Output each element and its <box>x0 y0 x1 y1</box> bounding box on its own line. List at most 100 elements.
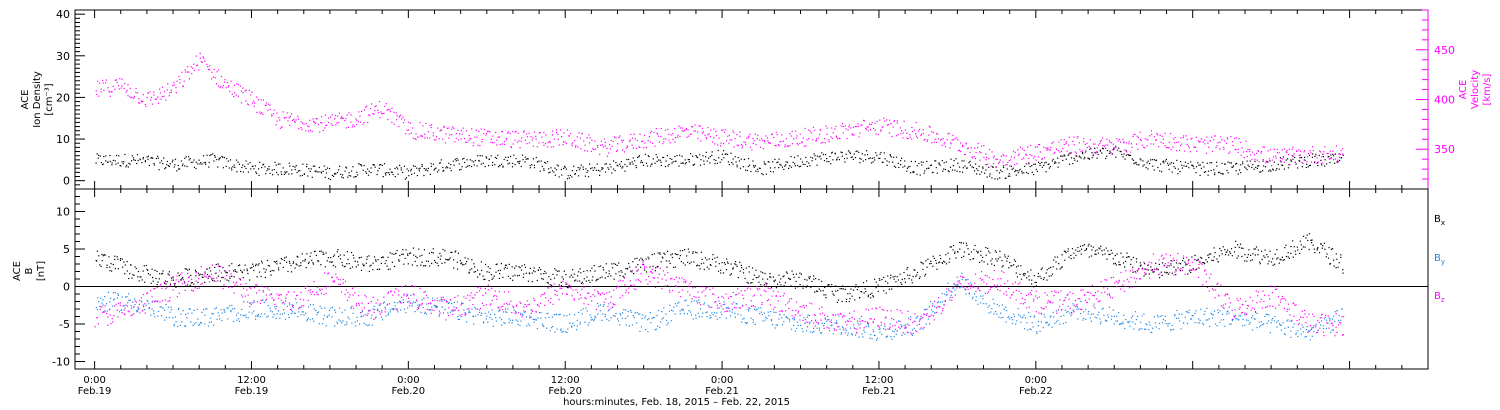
by-series-point <box>1071 313 1073 315</box>
velocity-series-point <box>355 118 357 120</box>
velocity-series-point <box>105 82 107 84</box>
by-series-point <box>954 289 956 291</box>
bx-series-point <box>496 263 498 265</box>
velocity-series-point <box>1106 138 1108 140</box>
density-series-point <box>1334 162 1336 164</box>
velocity-series-point <box>102 82 104 84</box>
density-series-point <box>605 163 607 165</box>
density-series-point <box>866 154 869 156</box>
density-series-point <box>477 155 479 157</box>
bx-series-point <box>903 271 905 274</box>
velocity-series-point <box>262 99 265 101</box>
by-series-point <box>1330 331 1332 333</box>
by-series-point <box>1283 333 1285 335</box>
density-series-point <box>178 168 180 170</box>
bx-series-point <box>101 253 103 256</box>
bx-series-point <box>103 254 105 256</box>
velocity-series-point <box>1023 157 1025 159</box>
by-series-point <box>1132 315 1134 317</box>
density-series-point <box>1256 167 1258 169</box>
velocity-series-point <box>859 132 861 134</box>
density-series-point <box>705 156 707 158</box>
by-series-point <box>453 306 455 308</box>
velocity-series-point <box>824 142 826 144</box>
by-series-point <box>783 321 785 323</box>
velocity-series-point <box>1258 161 1260 163</box>
by-series-point <box>421 299 423 301</box>
density-series-point <box>737 156 739 159</box>
bx-series-point <box>308 261 310 263</box>
density-series-point <box>1179 171 1181 173</box>
b-tick-label: 5 <box>63 243 70 256</box>
by-series-point <box>673 306 675 308</box>
by-series-point <box>508 318 510 320</box>
by-series-point <box>1009 318 1011 320</box>
by-series-point <box>1260 321 1263 323</box>
density-series-point <box>1064 155 1066 157</box>
density-series-point <box>1297 167 1299 169</box>
bx-series-point <box>489 267 491 270</box>
density-series-point <box>234 166 236 168</box>
density-series-point <box>153 164 156 166</box>
by-series-point <box>385 315 387 317</box>
by-series-point <box>670 309 673 311</box>
by-series-point <box>292 307 294 309</box>
velocity-series-point <box>160 98 162 100</box>
density-series-point <box>482 162 484 164</box>
by-series-point <box>803 317 805 319</box>
velocity-series-point <box>542 141 544 144</box>
bx-series-point <box>451 251 453 253</box>
bx-series-point <box>101 260 103 262</box>
density-series-point <box>1322 153 1324 155</box>
by-series-point <box>834 322 836 324</box>
by-series-point <box>661 318 663 320</box>
bx-series-point <box>143 265 145 267</box>
velocity-series-point <box>458 133 461 135</box>
velocity-series-point <box>167 83 169 85</box>
bx-series-point <box>930 260 932 262</box>
bx-series-point <box>460 263 462 265</box>
bx-series-point <box>762 272 764 274</box>
velocity-series-point <box>240 90 243 92</box>
density-series-point <box>217 166 219 168</box>
density-series-point <box>515 158 517 160</box>
density-series-point <box>328 177 330 180</box>
bx-series-point <box>375 260 377 262</box>
by-series-point <box>538 312 541 314</box>
by-series-point <box>723 301 725 303</box>
by-series-point <box>1199 319 1201 321</box>
bx-series-point <box>893 278 895 280</box>
bx-series-point <box>1105 247 1107 249</box>
velocity-series-point <box>1201 138 1203 140</box>
velocity-series-point <box>281 126 283 128</box>
bx-series-point <box>185 268 187 270</box>
velocity-series-point <box>626 146 629 148</box>
velocity-series-point <box>271 114 273 116</box>
velocity-series-point <box>473 142 475 144</box>
velocity-series-point <box>973 155 975 158</box>
by-series-point <box>1083 317 1085 319</box>
bx-series-point <box>258 263 260 265</box>
bx-series-point <box>208 275 210 277</box>
by-series-point <box>734 312 736 314</box>
by-series-point <box>1013 315 1016 318</box>
velocity-series-point <box>342 117 344 119</box>
velocity-series-point <box>628 140 630 142</box>
bx-series-point <box>649 266 651 268</box>
velocity-series-point <box>565 142 567 145</box>
velocity-series-point <box>1115 147 1117 149</box>
by-series-point <box>279 317 281 319</box>
density-series-point <box>1262 160 1264 162</box>
by-series-point <box>1203 324 1205 326</box>
velocity-series-point <box>1267 161 1269 163</box>
by-series-point <box>614 315 616 317</box>
bx-series-point <box>653 253 655 255</box>
velocity-series-point <box>1117 140 1119 142</box>
velocity-series-point <box>1058 141 1060 143</box>
density-series-point <box>1076 155 1078 157</box>
by-series-point <box>1146 324 1148 326</box>
by-series-point <box>148 308 150 310</box>
velocity-series-point <box>535 135 537 137</box>
velocity-series-point <box>319 131 321 133</box>
by-series-point <box>210 321 212 323</box>
